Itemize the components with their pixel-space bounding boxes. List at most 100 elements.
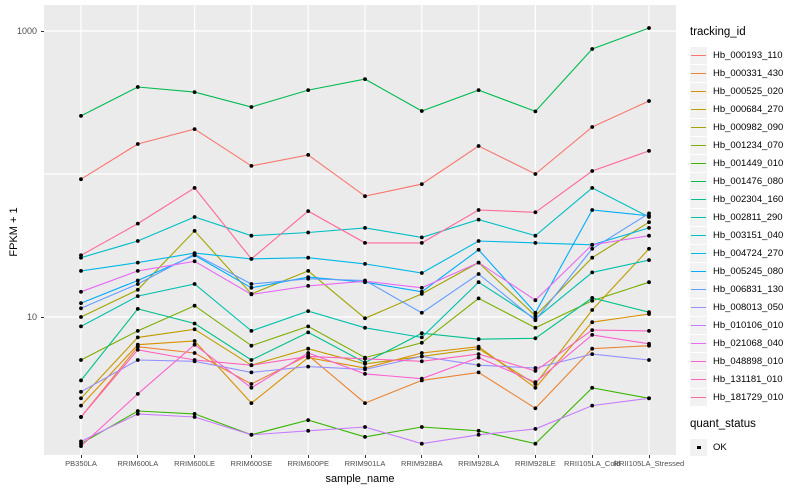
- data-point: [249, 363, 254, 368]
- legend-item-label: Hb_000331_430: [713, 67, 784, 79]
- data-point: [533, 325, 538, 330]
- legend: tracking_id Hb_000193_110 Hb_000331_430 Hb…: [690, 26, 800, 456]
- legend-item-label: Hb_048898_010: [713, 355, 784, 367]
- series-color-key-icon: [690, 280, 707, 298]
- data-point: [135, 347, 140, 352]
- data-point: [249, 285, 254, 290]
- data-point: [135, 282, 140, 286]
- x-tick-label: RRIM928LE: [514, 459, 556, 468]
- x-tick-mark: [421, 455, 423, 458]
- series-color-key-icon: [690, 316, 707, 334]
- data-point: [590, 308, 595, 312]
- x-tick-mark: [250, 455, 252, 458]
- data-point: [590, 208, 595, 212]
- data-point: [647, 246, 651, 251]
- data-point: [79, 177, 83, 182]
- data-point: [249, 385, 254, 390]
- data-point: [647, 396, 651, 401]
- data-point: [647, 341, 651, 346]
- legend-item-label: Hb_006831_130: [713, 283, 784, 295]
- legend-item-label: Hb_001234_070: [713, 139, 784, 151]
- data-point: [249, 329, 254, 333]
- data-point: [476, 296, 481, 301]
- data-point: [249, 257, 254, 261]
- data-point: [192, 259, 197, 264]
- series-color-key-icon: [690, 370, 707, 388]
- data-point: [533, 318, 538, 323]
- data-point: [192, 303, 197, 308]
- data-point: [533, 406, 538, 411]
- data-point: [306, 418, 311, 422]
- data-point: [135, 342, 140, 347]
- data-point: [476, 346, 481, 351]
- x-tick-label: PB350LA: [65, 459, 97, 468]
- data-point: [79, 358, 83, 362]
- x-axis-title: sample_name: [325, 473, 395, 485]
- legend-item-Hb_001476_080: Hb_001476_080: [690, 172, 800, 190]
- data-point: [419, 351, 424, 355]
- data-point: [419, 340, 424, 345]
- data-point: [419, 241, 424, 245]
- data-point: [192, 186, 197, 190]
- data-point: [419, 359, 424, 364]
- data-point: [363, 77, 367, 81]
- data-point: [135, 412, 140, 416]
- data-point: [135, 221, 140, 226]
- legend-item-label: Hb_000193_110: [713, 49, 783, 61]
- legend-item-Hb_000193_110: Hb_000193_110: [690, 46, 800, 64]
- data-point: [476, 352, 481, 356]
- legend-item-Hb_181729_010: Hb_181729_010: [690, 388, 800, 406]
- data-point: [135, 307, 140, 311]
- data-point: [533, 241, 538, 245]
- data-point: [363, 356, 367, 361]
- legend-item-label: Hb_002811_290: [713, 211, 783, 223]
- data-point: [192, 342, 197, 347]
- data-point: [419, 331, 424, 336]
- data-point: [419, 182, 424, 187]
- data-point: [647, 226, 651, 230]
- data-point: [590, 186, 595, 190]
- x-tick-mark: [534, 455, 536, 458]
- legend-item-Hb_131181_010: Hb_131181_010: [690, 370, 800, 388]
- legend-title-quant-status: quant_status: [690, 418, 756, 430]
- data-point: [249, 105, 254, 109]
- data-point: [249, 401, 254, 405]
- data-point: [135, 278, 140, 283]
- legend-item-Hb_005245_080: Hb_005245_080: [690, 262, 800, 280]
- data-point: [476, 247, 481, 252]
- data-point: [590, 328, 595, 332]
- data-point: [647, 26, 651, 30]
- data-point: [476, 355, 481, 360]
- data-point: [419, 335, 424, 340]
- data-point: [249, 370, 254, 375]
- legend-item-label: Hb_000982_090: [713, 121, 784, 133]
- data-point: [306, 324, 311, 329]
- data-point: [590, 403, 595, 408]
- series-color-key-icon: [690, 388, 707, 406]
- data-point: [419, 425, 424, 429]
- data-point: [249, 233, 254, 238]
- data-point: [306, 153, 311, 157]
- data-point: [306, 209, 311, 214]
- data-point: [533, 233, 538, 238]
- data-point: [135, 269, 140, 273]
- data-point: [647, 358, 651, 362]
- series-color-key-icon: [690, 262, 707, 280]
- data-point: [249, 432, 254, 437]
- data-point: [533, 310, 538, 315]
- data-point: [533, 441, 538, 446]
- data-point: [590, 246, 595, 251]
- data-point: [363, 241, 367, 245]
- data-point: [476, 208, 481, 212]
- data-point: [363, 316, 367, 321]
- series-color-key-icon: [690, 352, 707, 370]
- data-point: [306, 230, 311, 235]
- data-point: [192, 229, 197, 233]
- data-point: [419, 271, 424, 275]
- y-tick-label: 1000: [16, 26, 37, 36]
- data-point: [647, 233, 651, 238]
- data-point: [533, 366, 538, 370]
- legend-item-Hb_021068_040: Hb_021068_040: [690, 334, 800, 352]
- y-tick-label: 10: [26, 312, 37, 322]
